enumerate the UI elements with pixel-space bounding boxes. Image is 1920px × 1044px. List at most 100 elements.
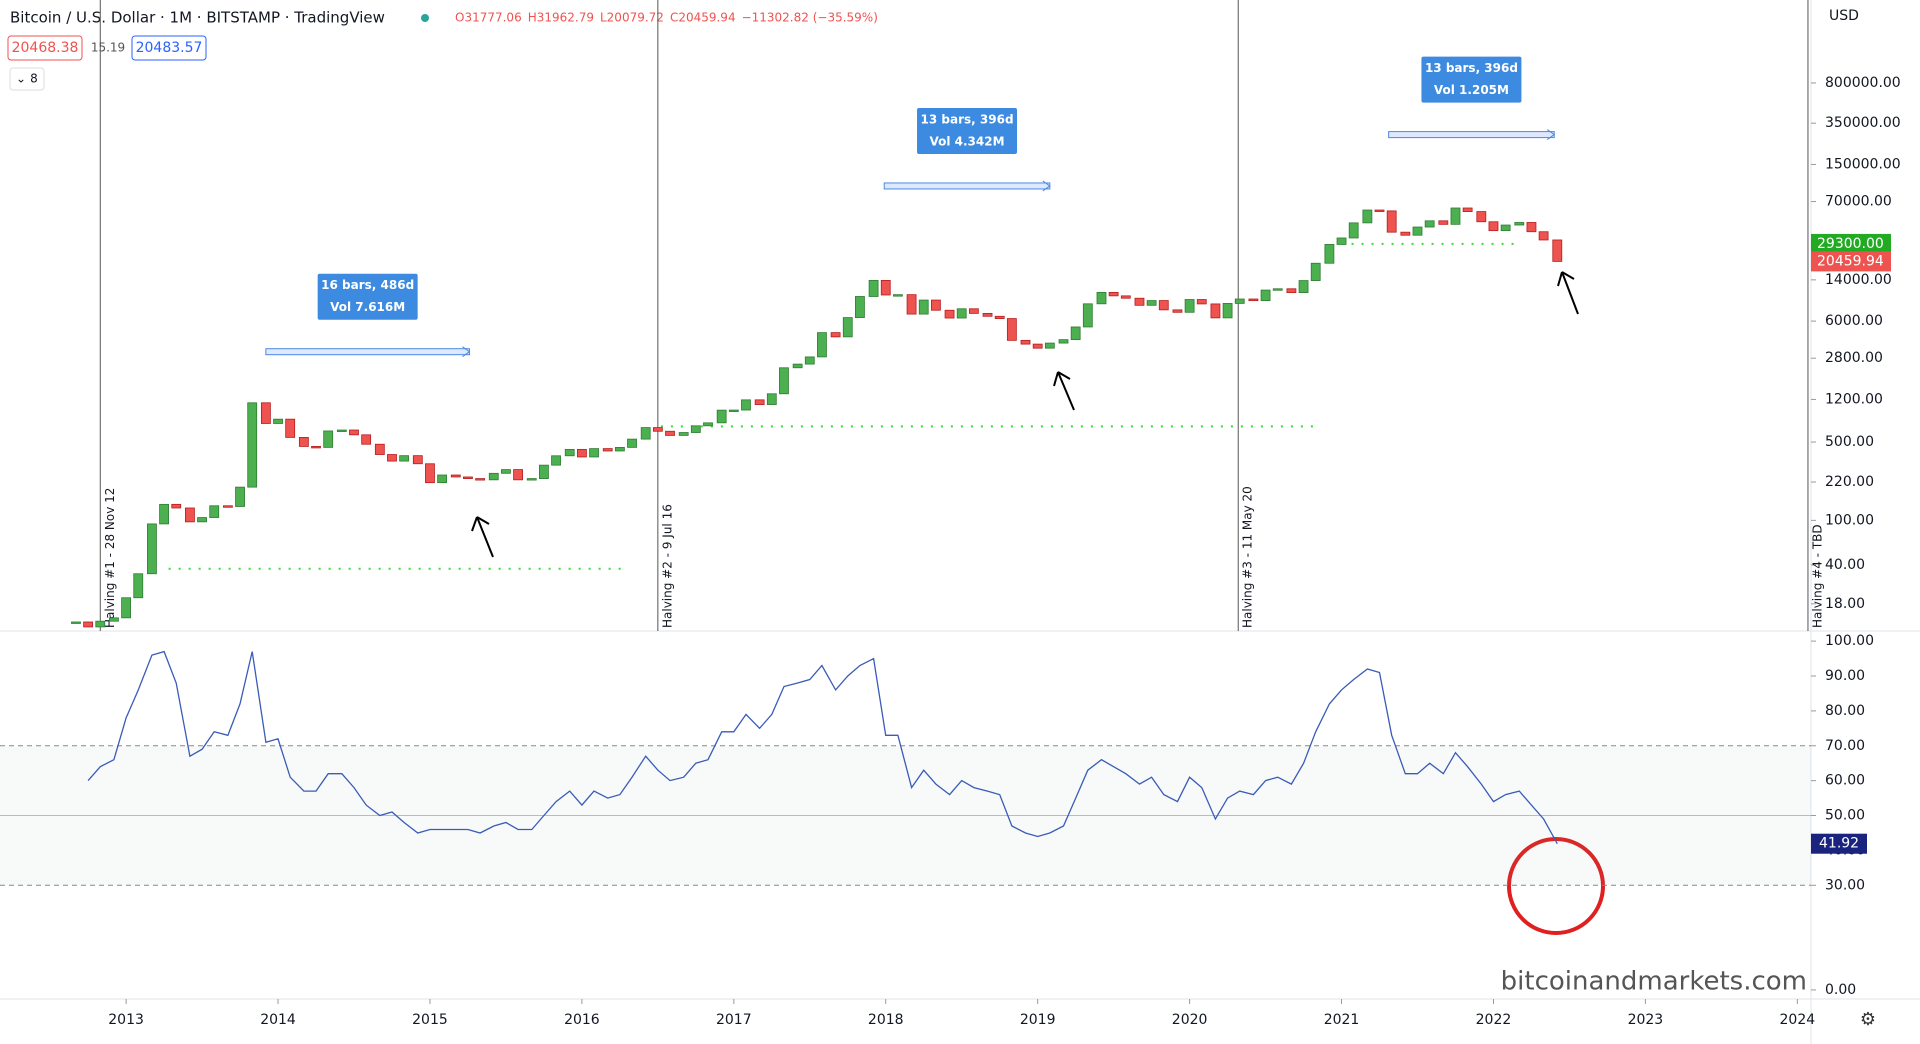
price-tag-label: 29300.00 <box>1817 236 1884 252</box>
candle <box>311 446 321 449</box>
candle <box>665 430 675 436</box>
x-tick-label: 2019 <box>1020 1012 1056 1028</box>
candle <box>741 399 751 411</box>
y-tick-label: 220.00 <box>1825 474 1874 490</box>
y-tick-label: 0.00 <box>1825 982 1856 998</box>
candle <box>956 308 967 319</box>
y-tick-label: 100.00 <box>1825 512 1874 528</box>
candle <box>906 294 917 315</box>
settings-icon[interactable]: ⚙ <box>1860 1009 1876 1030</box>
ask: 20483.57 <box>136 40 203 56</box>
measure-range <box>265 348 470 356</box>
candle <box>1260 289 1271 302</box>
x-tick-label: 2023 <box>1628 1012 1664 1028</box>
candle <box>513 469 523 481</box>
candle <box>1070 326 1081 341</box>
candle <box>551 455 561 466</box>
candle <box>1108 292 1119 297</box>
candle <box>830 332 841 338</box>
ohlc-value: −11302.82 (−35.59%) <box>742 11 878 25</box>
candle <box>1438 220 1449 225</box>
measure-arrowhead <box>462 346 471 358</box>
candle <box>450 474 461 478</box>
candle <box>185 507 195 523</box>
candle <box>576 448 587 458</box>
y-tick-label: 150000.00 <box>1825 156 1901 172</box>
symbol: Bitcoin / U.S. Dollar · 1M · BITSTAMP · … <box>10 9 385 27</box>
x-tick-label: 2017 <box>716 1012 752 1028</box>
candle <box>652 427 663 432</box>
indicator-toggle[interactable] <box>9 67 45 91</box>
candle <box>1462 207 1473 212</box>
ask-box[interactable] <box>131 35 207 61</box>
candle <box>868 279 879 297</box>
y-tick-label: 90.00 <box>1825 668 1865 684</box>
candle <box>285 418 296 438</box>
candle <box>95 620 106 628</box>
chevron: ⌄ <box>16 72 26 86</box>
y-tick-label: 2800.00 <box>1825 350 1883 366</box>
candle <box>754 399 765 405</box>
candle <box>1032 343 1043 349</box>
bid-box[interactable] <box>7 35 83 61</box>
y-tick-label: 100.00 <box>1825 633 1874 649</box>
candle <box>1286 288 1297 293</box>
candle <box>1044 342 1055 349</box>
y-tick-label: 70000.00 <box>1825 194 1892 210</box>
candle <box>349 429 359 436</box>
candle <box>488 472 499 481</box>
candle <box>1134 297 1145 306</box>
measure-box <box>1421 56 1522 103</box>
ohlc-value: O31777.06 <box>455 11 522 25</box>
candle <box>602 448 613 452</box>
candle <box>222 505 233 508</box>
candle <box>930 299 941 311</box>
candle <box>247 402 258 488</box>
arrow <box>1053 371 1075 411</box>
rsi-line <box>87 650 1558 845</box>
candle <box>766 393 777 405</box>
candle <box>855 296 865 318</box>
halving-label: Halving #4 - TBD <box>1810 524 1824 628</box>
candle <box>1386 210 1397 233</box>
candle <box>944 309 955 319</box>
candle <box>463 476 473 479</box>
halving-label: Halving #1 - 28 Nov 12 <box>103 488 117 628</box>
status-dot <box>421 14 429 22</box>
candle <box>1222 303 1233 319</box>
candle <box>412 455 423 465</box>
annotation-arrows <box>471 271 1579 558</box>
candle <box>1248 298 1259 302</box>
candle <box>1500 224 1511 232</box>
candle <box>627 438 637 448</box>
candle <box>387 454 397 462</box>
ohlc-value: C20459.94 <box>670 11 736 25</box>
candle <box>323 430 334 448</box>
y-tick-label: 500.00 <box>1825 434 1874 450</box>
y-tick-label: 14000.00 <box>1825 272 1892 288</box>
measure-text: 16 bars, 486d <box>321 278 414 292</box>
candle <box>893 294 903 297</box>
measure-arrowhead <box>1042 180 1051 192</box>
currency[interactable]: USD <box>1829 8 1859 24</box>
measure-text: Vol 7.616M <box>330 300 405 314</box>
candle <box>589 448 599 458</box>
candle <box>982 312 993 317</box>
candle <box>1348 222 1359 239</box>
candle <box>1374 209 1385 212</box>
x-tick-label: 2016 <box>564 1012 600 1028</box>
halving-label: Halving #3 - 11 May 20 <box>1241 486 1255 628</box>
candle <box>526 478 537 481</box>
x-tick-label: 2020 <box>1172 1012 1208 1028</box>
candle <box>235 486 245 507</box>
measure-text: Vol 1.205M <box>1434 83 1509 97</box>
candle <box>1514 222 1525 226</box>
ohlc-value: H31962.79 <box>528 11 594 25</box>
price-tag <box>1811 233 1891 254</box>
x-tick-label: 2013 <box>108 1012 144 1028</box>
measure-text: 13 bars, 396d <box>921 112 1014 126</box>
candle <box>1172 309 1183 313</box>
candle <box>1310 262 1321 281</box>
candle <box>425 463 435 484</box>
candle <box>1096 292 1107 305</box>
